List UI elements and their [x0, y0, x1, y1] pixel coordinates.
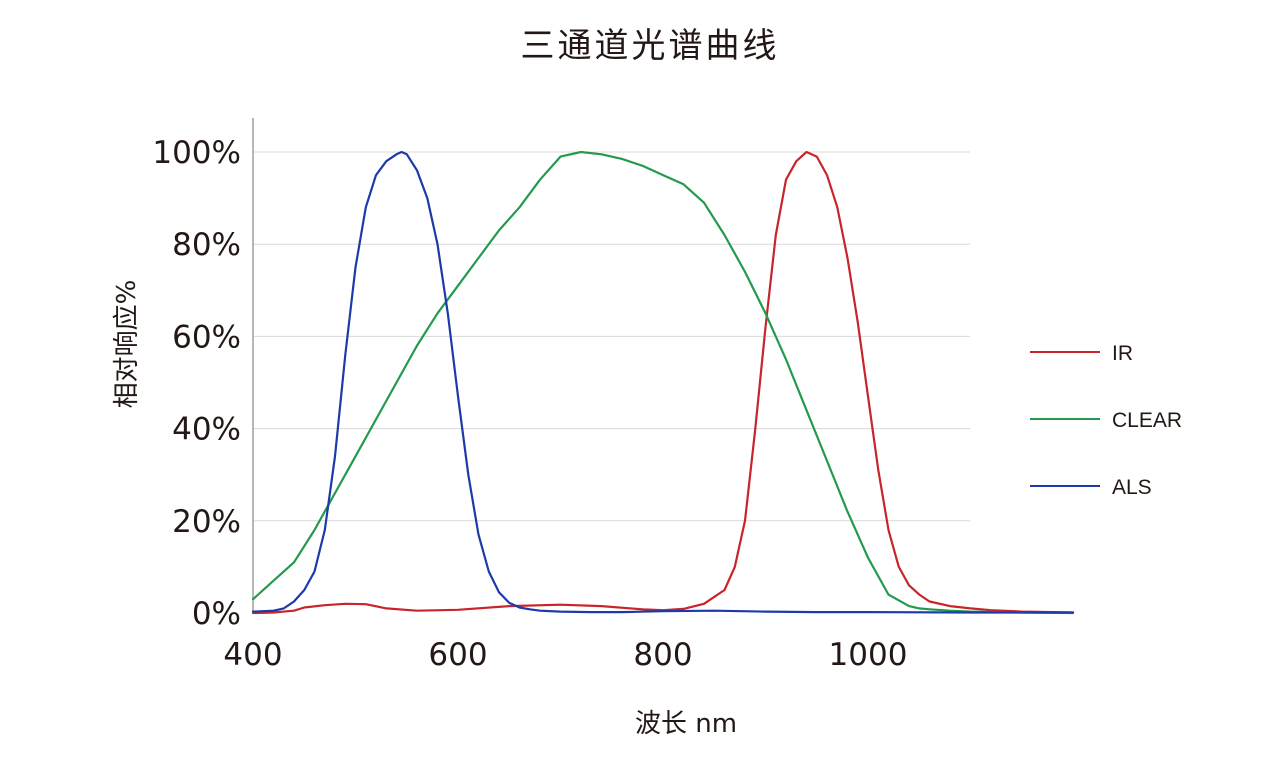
- y-tick-label: 40%: [172, 412, 241, 448]
- y-tick-label: 100%: [152, 135, 241, 171]
- chart-title: 三通道光谱曲线: [520, 26, 780, 66]
- x-tick-labels: 400 600 800 1000: [223, 637, 907, 673]
- y-tick-label: 20%: [172, 504, 241, 540]
- x-tick-label: 1000: [829, 637, 908, 673]
- y-tick-label: 0%: [192, 596, 241, 632]
- series-lines: [251, 150, 1075, 615]
- x-tick-label: 800: [633, 637, 692, 673]
- y-tick-label: 60%: [172, 319, 241, 355]
- legend-label-ir: IR: [1112, 342, 1133, 365]
- legend-label-als: ALS: [1112, 476, 1152, 499]
- y-tick-labels: 0% 20% 40% 60% 80% 100%: [152, 135, 241, 632]
- y-tick-label: 80%: [172, 227, 241, 263]
- legend: IR CLEAR ALS: [1030, 342, 1182, 499]
- x-tick-label: 600: [428, 637, 487, 673]
- grid-lines: [253, 151, 970, 522]
- y-axis-label: 相对响应%: [112, 280, 142, 409]
- x-axis-label: 波长 nm: [635, 709, 737, 739]
- legend-label-clear: CLEAR: [1112, 409, 1182, 432]
- series-line-clear: [251, 150, 1075, 615]
- series-line-als: [251, 150, 1075, 614]
- x-tick-label: 400: [223, 637, 282, 673]
- series-line-ir: [251, 150, 1075, 615]
